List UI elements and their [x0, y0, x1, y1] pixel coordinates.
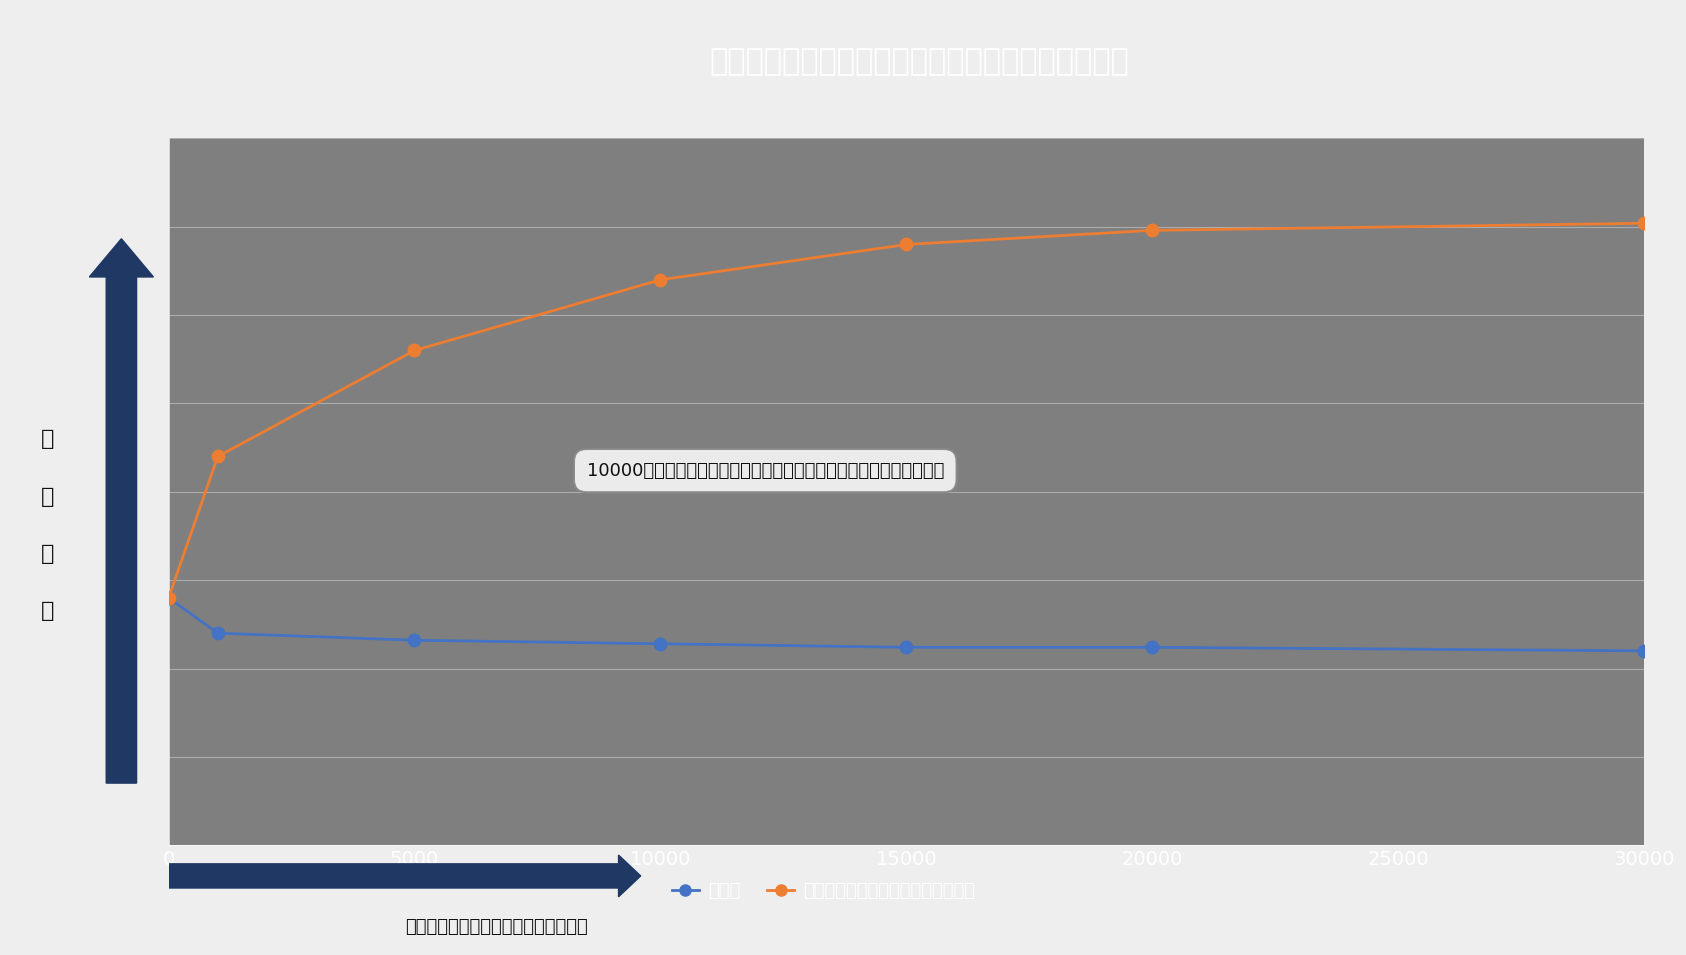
一般文: [405, 634, 425, 646]
翻訳精度向上のターゲットドメイン: [405, 345, 425, 356]
Text: カスタム学習におけるコーパス数と翻訳精度の事例: カスタム学習におけるコーパス数と翻訳精度の事例: [710, 48, 1128, 76]
翻訳精度向上のターゲットドメイン: [1141, 224, 1162, 236]
Text: 精: 精: [40, 544, 54, 563]
翻訳精度向上のターゲットドメイン: [158, 592, 179, 604]
Text: 度: 度: [40, 602, 54, 621]
一般文: [1141, 642, 1162, 653]
FancyArrow shape: [169, 855, 641, 897]
Legend: 一般文, 翻訳精度向上のターゲットドメイン: 一般文, 翻訳精度向上のターゲットドメイン: [664, 875, 983, 907]
一般文: [897, 642, 917, 653]
翻訳精度向上のターゲットドメイン: [207, 451, 228, 462]
一般文: [651, 638, 671, 649]
一般文: [207, 627, 228, 639]
翻訳精度向上のターゲットドメイン: [897, 239, 917, 250]
Text: 訳: 訳: [40, 487, 54, 506]
Text: カスタム学習に使用するコーパスの数: カスタム学習に使用するコーパスの数: [405, 918, 587, 936]
Text: 10000文程度のコーパスによるカスタム学習で翻訳精度が大きく向上: 10000文程度のコーパスによるカスタム学習で翻訳精度が大きく向上: [587, 461, 944, 479]
Line: 一般文: 一般文: [162, 591, 1651, 657]
翻訳精度向上のターゲットドメイン: [1634, 218, 1654, 229]
FancyArrow shape: [89, 239, 153, 783]
Line: 翻訳精度向上のターゲットドメイン: 翻訳精度向上のターゲットドメイン: [162, 217, 1651, 605]
一般文: [158, 592, 179, 604]
翻訳精度向上のターゲットドメイン: [651, 274, 671, 286]
一般文: [1634, 646, 1654, 657]
Text: 翻: 翻: [40, 430, 54, 449]
